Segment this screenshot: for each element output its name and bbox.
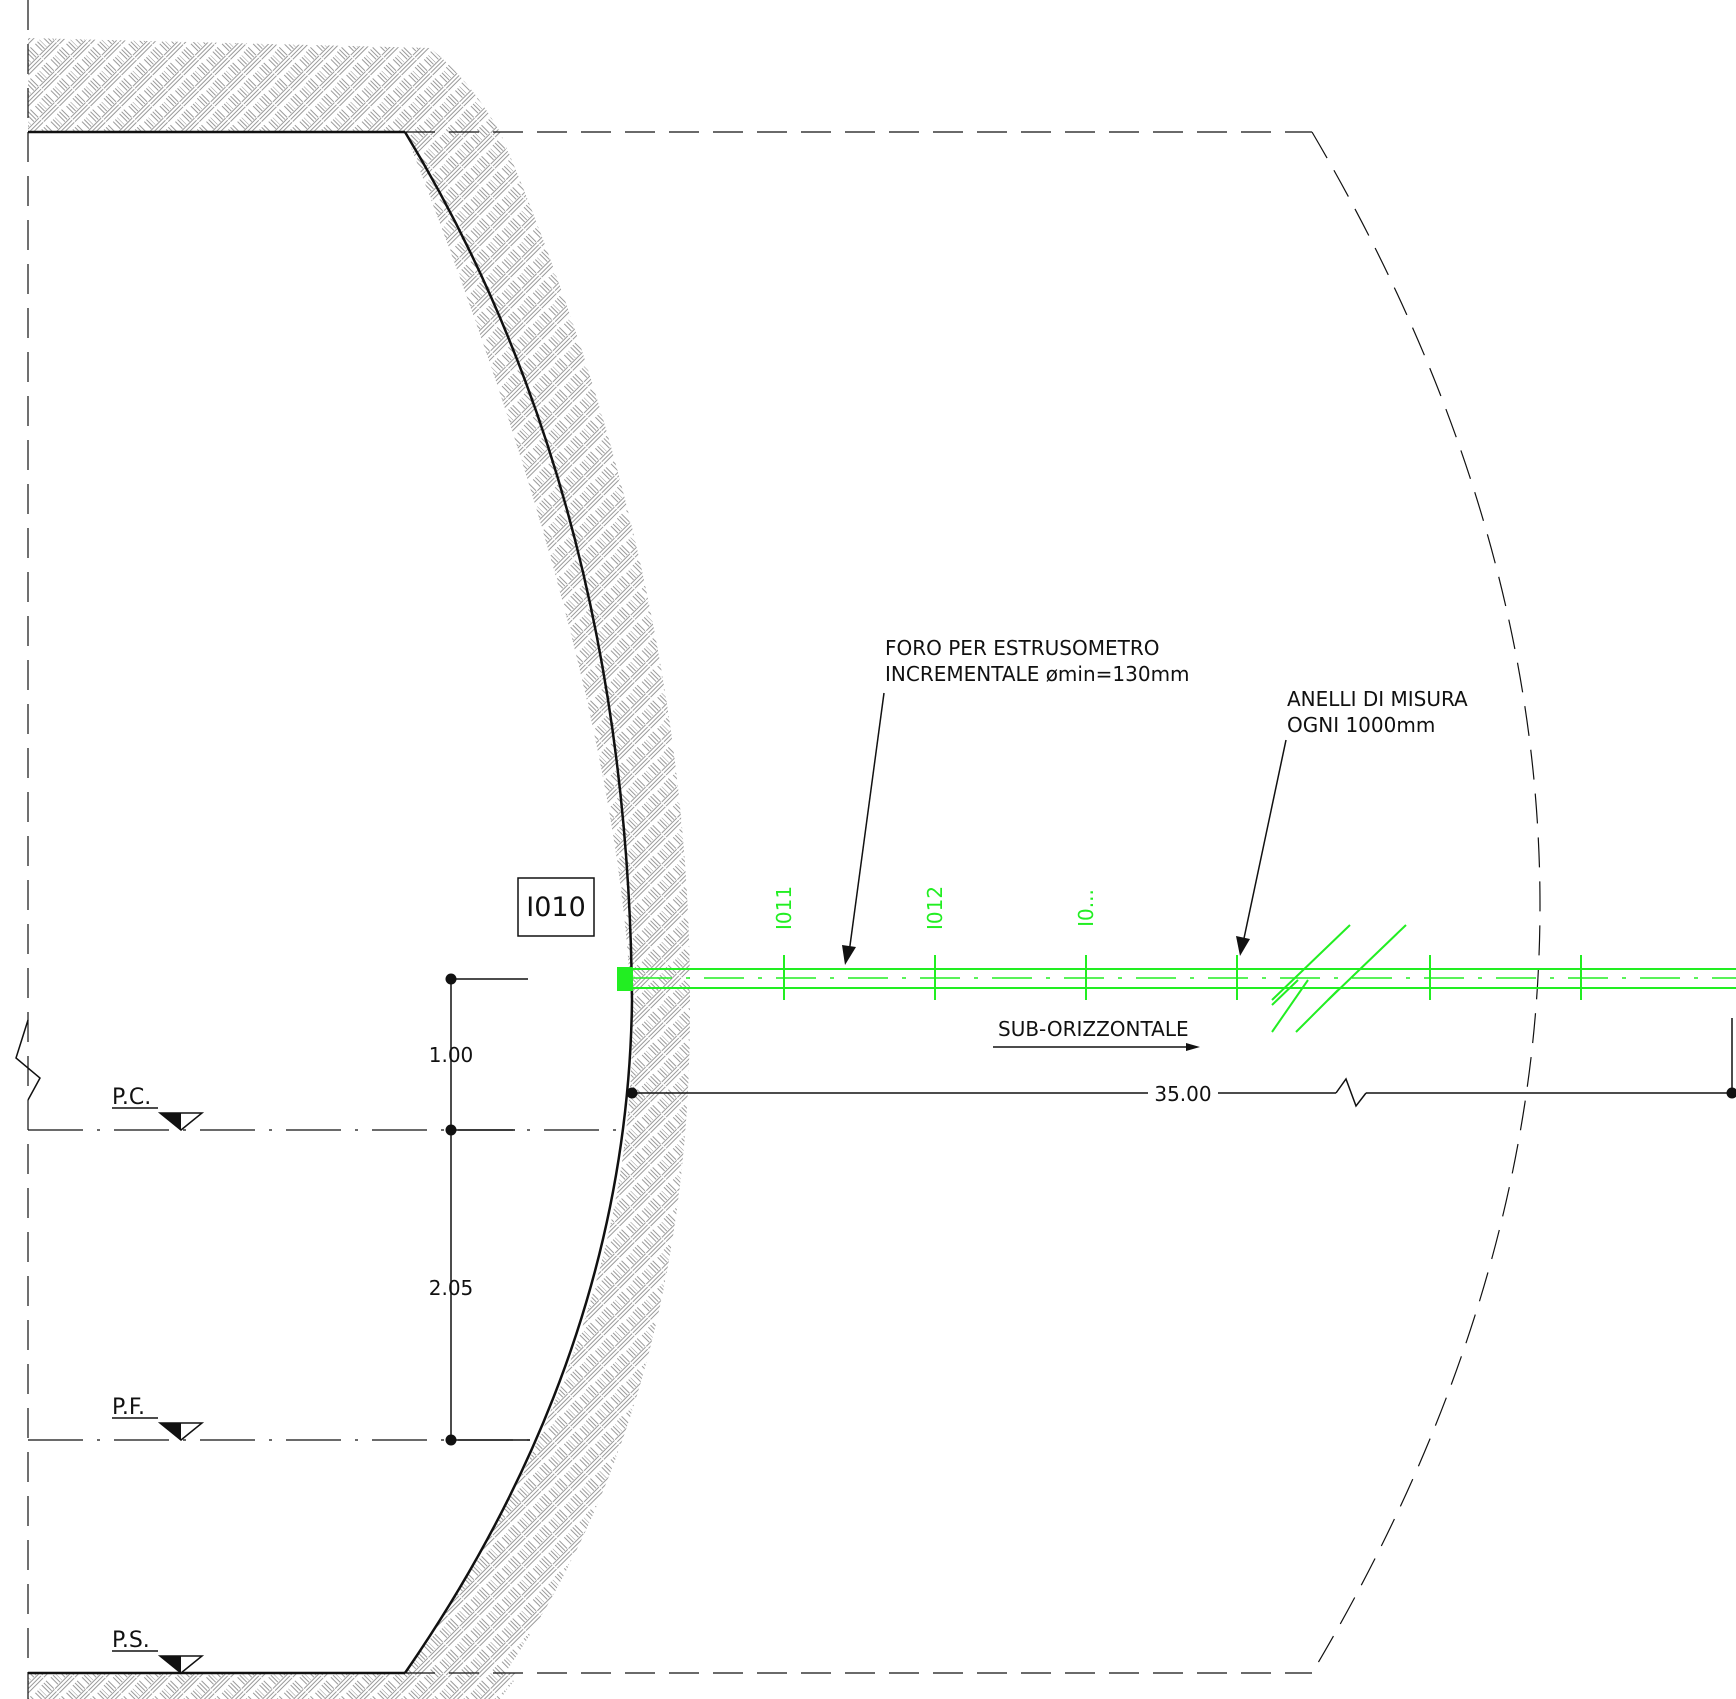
outer-arc-dashed [1311,131,1541,1674]
level-label-pf: P.F. [112,1395,145,1420]
direction-label: SUB-ORIZZONTALE [998,1017,1189,1041]
length-dimension-label: 35.00 [1154,1082,1211,1106]
break-slash-lower-2 [1295,989,1339,1033]
level-marker-pf: P.F. [112,1395,205,1441]
length-dim-end [1726,1087,1736,1099]
break-slash-1 [1271,924,1351,1001]
instrument-tag-label: I010 [526,892,586,923]
level-lines [28,1129,620,1441]
level-marker-pc: P.C. [112,1085,205,1131]
dim-lower-label: 2.05 [429,1276,474,1300]
ground-hatch-wall-fill [405,132,691,1673]
leader-rings-note [1236,739,1287,956]
direction-arrow [993,1043,1200,1051]
break-slash-3 [1271,979,1299,1006]
ground-hatch-top [28,38,500,132]
break-mark-left [15,1019,41,1101]
extensometer-head [617,967,633,991]
vertical-dimension-chain [445,973,530,1446]
rings-note-line1: ANELLI DI MISURA [1287,687,1468,711]
ring-tag-3: I0... [1074,889,1098,927]
rings-note-line2: OGNI 1000mm [1287,713,1435,737]
dim-point-pf [445,1434,457,1446]
level-label-ps: P.S. [112,1628,150,1653]
ground-hatch-bottom [28,1673,520,1699]
borehole-note-line1: FORO PER ESTRUSOMETRO [885,636,1159,660]
ring-tag-2: I012 [923,886,947,930]
dim-upper-label: 1.00 [429,1043,474,1067]
dim-point-top [445,973,457,985]
length-dimension [626,1018,1736,1108]
construction-dashed-lines [27,0,1541,1699]
borehole-note-line2: INCREMENTALE ømin=130mm [885,662,1190,686]
ring-tag-1: I011 [772,886,796,930]
instrument-tag-box [517,877,595,937]
level-marker-ps: P.S. [112,1628,205,1674]
extensometer-borehole [632,924,1736,1033]
leader-borehole-note [842,692,885,965]
level-label-pc: P.C. [112,1085,151,1110]
dim-point-pc [445,1124,457,1136]
length-dim-start [626,1087,638,1099]
break-slash-lower-1 [1271,979,1309,1033]
break-slash-2 [1327,924,1407,1001]
